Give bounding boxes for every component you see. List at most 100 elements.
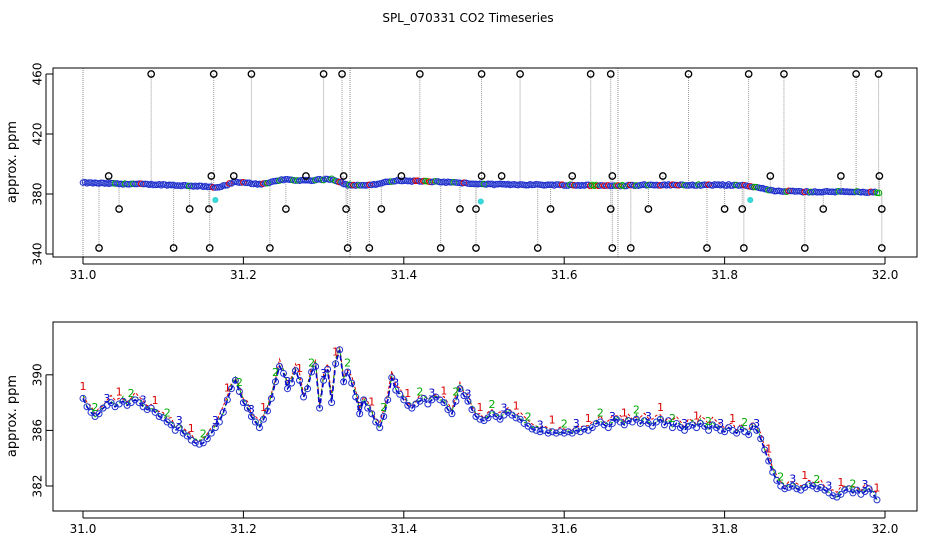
top-outlier-point [837, 172, 845, 180]
top-outlier-point [819, 205, 828, 213]
bottom-series-marker-2: 2 [164, 407, 171, 420]
bottom-data-point [701, 422, 709, 430]
bottom-data-point [608, 419, 616, 427]
bottom-data-point [308, 368, 316, 376]
top-data-point [206, 183, 213, 191]
top-outlier-point [703, 244, 711, 252]
bottom-data-point [384, 396, 392, 404]
bottom-data-point [717, 426, 725, 434]
top-data-point [244, 179, 251, 187]
top-outlier-point [472, 205, 480, 213]
bottom-data-point [805, 481, 813, 489]
top-outlier-point [397, 172, 406, 180]
top-data-point [220, 182, 227, 189]
top-outlier-point [185, 205, 194, 213]
bottom-data-point [227, 385, 235, 393]
bottom-data-point [781, 485, 789, 493]
bottom-data-point [424, 400, 432, 408]
bottom-series-marker-1: 1 [188, 422, 195, 435]
bottom-series-marker-1: 1 [801, 469, 808, 482]
bottom-data-point [464, 397, 472, 405]
bottom-data-point [869, 490, 877, 498]
bottom-data-point [271, 378, 279, 386]
bottom-series-marker-2: 2 [741, 416, 748, 429]
bottom-series-marker-1: 1 [513, 400, 520, 413]
bottom-series-marker-3: 3 [573, 417, 580, 430]
top-plot-frame [52, 67, 918, 258]
bottom-data-point [408, 404, 416, 412]
bottom-series-marker-3: 3 [609, 410, 616, 423]
bottom-data-point [175, 424, 183, 432]
bottom-data-point [300, 393, 308, 401]
bottom-data-point [292, 367, 300, 375]
bottom-series-marker-1: 1 [332, 345, 339, 358]
top-x-tick-label: 32.0 [872, 268, 899, 282]
bottom-data-point [83, 403, 91, 411]
bottom-data-point [745, 431, 753, 439]
bottom-series-marker-2: 2 [416, 386, 423, 399]
top-outlier-point [115, 205, 123, 213]
top-outlier-point [606, 205, 615, 213]
bottom-data-point [444, 406, 452, 414]
bottom-series-marker-3: 3 [392, 377, 399, 390]
top-outlier-point [546, 205, 555, 213]
bottom-data-point [592, 419, 600, 427]
bottom-series-marker-2: 2 [92, 401, 99, 414]
bottom-data-point [344, 368, 352, 376]
bottom-series-marker-1: 1 [80, 380, 87, 393]
bottom-data-point [151, 408, 159, 416]
bottom-data-point [604, 424, 612, 432]
bottom-data-point [476, 415, 484, 423]
bottom-series-marker-3: 3 [248, 403, 255, 416]
bottom-series-line-2 [82, 348, 878, 501]
bottom-x-tick-label: 31.0 [70, 522, 97, 536]
bottom-data-point [705, 426, 713, 434]
bottom-data-point [468, 406, 476, 414]
bottom-data-point [336, 346, 344, 354]
bottom-data-point [143, 406, 151, 414]
bottom-series-marker-3: 3 [717, 417, 724, 430]
bottom-series-marker-1: 1 [116, 386, 123, 399]
bottom-data-point [785, 483, 793, 491]
top-x-tick-label: 31.6 [551, 268, 578, 282]
top-data-point [873, 189, 881, 197]
top-data-point [765, 186, 773, 194]
bottom-data-point [733, 429, 741, 437]
bottom-series-marker-2: 2 [344, 356, 351, 369]
bottom-data-point [829, 492, 837, 500]
bottom-data-point [87, 408, 95, 416]
bottom-data-point [275, 362, 283, 370]
top-outlier-point [319, 70, 328, 78]
bottom-series-marker-1: 1 [873, 482, 880, 495]
bottom-series-marker-1: 1 [765, 443, 772, 456]
bottom-data-point [219, 408, 227, 416]
bottom-data-point [693, 424, 701, 432]
bottom-data-point [159, 414, 167, 422]
bottom-series-marker-2: 2 [669, 412, 676, 425]
bottom-data-point [147, 404, 155, 412]
bottom-data-point [749, 422, 757, 430]
bottom-data-point [528, 425, 536, 433]
bottom-data-point [119, 397, 127, 405]
bottom-data-point [263, 407, 271, 415]
bottom-data-point [356, 410, 364, 418]
bottom-series-marker-3: 3 [212, 414, 219, 427]
bottom-data-point [243, 404, 251, 412]
top-outlier-point [626, 244, 635, 252]
bottom-data-point [396, 390, 404, 398]
bottom-series-marker-1: 1 [368, 395, 375, 408]
bottom-data-point [340, 378, 348, 386]
bottom-data-point [199, 439, 207, 447]
top-x-tick-label: 31.4 [390, 268, 417, 282]
top-y-tick-label: 460 [31, 63, 45, 86]
top-data-point [224, 181, 231, 189]
bottom-data-point [255, 424, 263, 432]
bottom-data-point [664, 417, 672, 425]
bottom-data-point [203, 435, 211, 443]
bottom-data-point [512, 414, 520, 422]
bottom-data-point [364, 404, 372, 412]
bottom-data-point [460, 392, 468, 400]
bottom-series-marker-2: 2 [272, 366, 279, 379]
